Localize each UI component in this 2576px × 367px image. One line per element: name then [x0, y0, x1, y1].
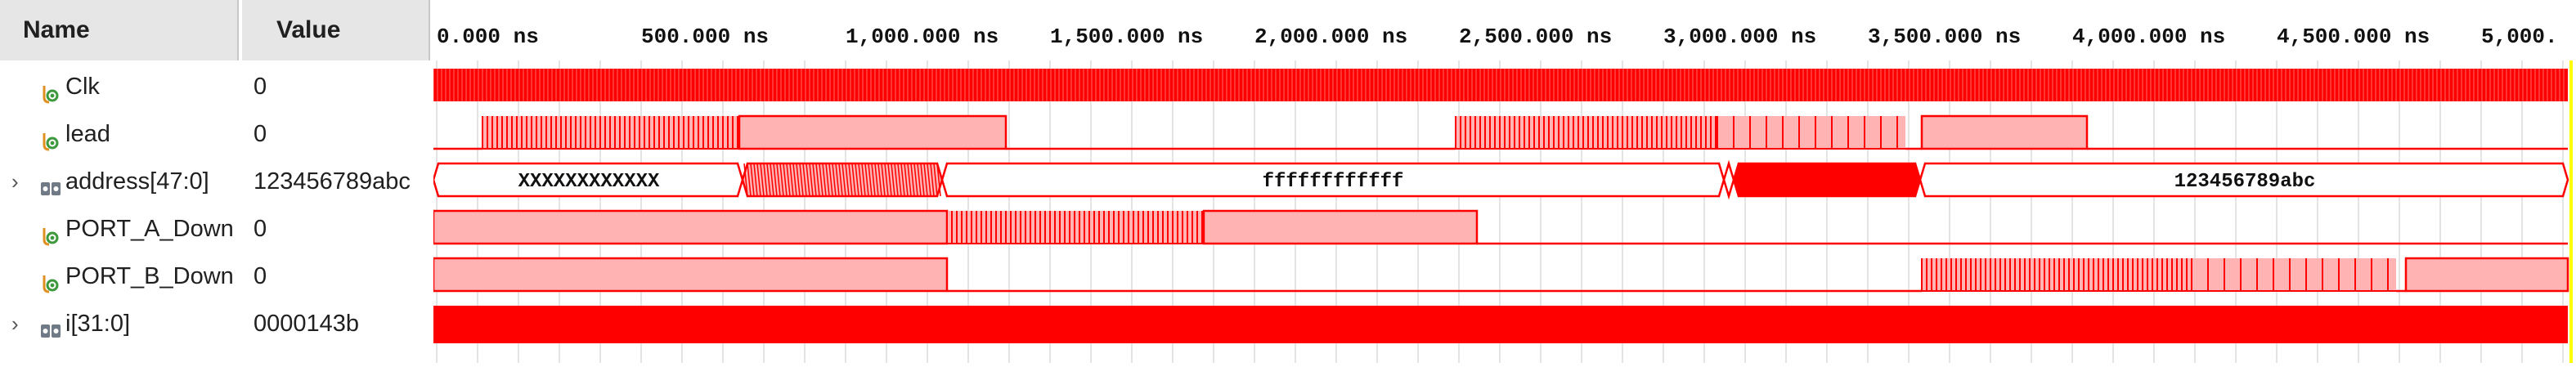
bit-signal-icon: [39, 265, 62, 293]
lead-high: [738, 114, 1008, 150]
waveform-area[interactable]: XXXXXXXXXXXX ffffffffffff 123456789abc 0.0…: [432, 0, 2576, 363]
name-column-header[interactable]: Name: [0, 0, 239, 60]
bit-signal-icon: [39, 75, 62, 104]
signal-row-name[interactable]: Clk: [0, 64, 239, 110]
lead-clock-edges: [1455, 116, 1717, 149]
signal-name: Clk: [65, 74, 100, 100]
port-a-high: [1202, 209, 1479, 245]
chevron-right-icon[interactable]: ›: [11, 311, 19, 336]
signal-row-value[interactable]: 123456789abc: [242, 159, 430, 204]
address-busy-hatch: [743, 163, 941, 197]
signal-name: lead: [65, 121, 110, 147]
signal-row-value[interactable]: 0: [242, 253, 430, 299]
signal-row-name[interactable]: PORT_A_Down: [0, 206, 239, 252]
bus-signal-icon: [39, 312, 62, 338]
signal-value: 0: [254, 74, 267, 100]
time-tick-label: 500.000 ns: [641, 25, 770, 49]
signal-row-value[interactable]: 0: [242, 111, 430, 157]
time-tick-label: 2,000.000 ns: [1254, 25, 1408, 49]
time-tick-label: 1,000.000 ns: [846, 25, 999, 49]
address-segment-dense: [1732, 162, 1922, 198]
time-tick-label: 3,500.000 ns: [1868, 25, 2022, 49]
lead-clock-edges: [1717, 116, 1898, 149]
time-ruler[interactable]: 0.000 ns 500.000 ns 1,000.000 ns 1,500.000 …: [433, 0, 2576, 60]
waveform-canvas[interactable]: XXXXXXXXXXXX ffffffffffff 123456789abc: [432, 0, 2576, 363]
bus-signal-icon: [39, 170, 62, 195]
lead-high: [1920, 114, 2089, 150]
port-b-high: [2404, 257, 2569, 293]
i-bus-fill: [433, 306, 2568, 343]
port-b-high: [432, 257, 949, 293]
signal-row-name[interactable]: PORT_B_Down: [0, 253, 239, 299]
signal-value: 0000143b: [254, 311, 360, 337]
name-column: Name Clk lead › address[47:0] PORT_A_Down POR…: [0, 0, 239, 363]
clk-edges: [433, 69, 2565, 101]
signal-value: 0: [254, 263, 267, 289]
signal-name: PORT_A_Down: [65, 216, 234, 242]
time-tick-label: 3,000.000 ns: [1663, 25, 1817, 49]
port-b-clock-fill: [2192, 258, 2396, 291]
signal-name: i[31:0]: [65, 311, 130, 337]
signal-row-value[interactable]: 0000143b: [242, 301, 430, 347]
address-value-label: XXXXXXXXXXXX: [518, 171, 660, 193]
port-a-clock-edges: [946, 211, 1203, 244]
address-value-label: 123456789abc: [2174, 171, 2316, 193]
port-b-clock-fill: [1922, 258, 2192, 291]
value-column: Value 0 0 123456789abc 0 0 0000143b: [242, 0, 430, 363]
lead-clock-fill: [1717, 116, 1905, 149]
signal-row-value[interactable]: 0: [242, 64, 430, 110]
chevron-right-icon[interactable]: ›: [11, 169, 19, 194]
address-segment: [1919, 162, 2569, 198]
port-b-clock-edges: [1921, 258, 2188, 291]
address-value-label: ffffffffffff: [1263, 171, 1404, 193]
address-segment: [1722, 159, 1735, 200]
value-column-header[interactable]: Value: [242, 0, 430, 60]
signal-name: PORT_B_Down: [65, 263, 234, 289]
signal-row-value[interactable]: 0: [242, 206, 430, 252]
signal-value: 0: [254, 121, 267, 147]
time-tick-label: 2,500.000 ns: [1459, 25, 1613, 49]
time-tick-label: 1,500.000 ns: [1050, 25, 1204, 49]
time-tick-label: 4,500.000 ns: [2277, 25, 2430, 49]
signal-row-name[interactable]: lead: [0, 111, 239, 157]
bit-signal-icon: [39, 217, 62, 246]
signal-value: 0: [254, 216, 267, 242]
lead-clock-edges: [482, 116, 738, 149]
port-a-high: [432, 209, 949, 245]
time-tick-label: 5,000.: [2481, 25, 2558, 49]
signal-value: 123456789abc: [254, 168, 411, 195]
signal-name: address[47:0]: [65, 168, 209, 195]
bit-signal-icon: [39, 123, 62, 151]
port-b-clock-edges: [2191, 258, 2389, 291]
time-tick-label: 0.000 ns: [437, 25, 539, 49]
time-tick-label: 4,000.000 ns: [2072, 25, 2226, 49]
signal-row-name[interactable]: › i[31:0]: [0, 301, 239, 347]
signal-row-name[interactable]: › address[47:0]: [0, 159, 239, 204]
